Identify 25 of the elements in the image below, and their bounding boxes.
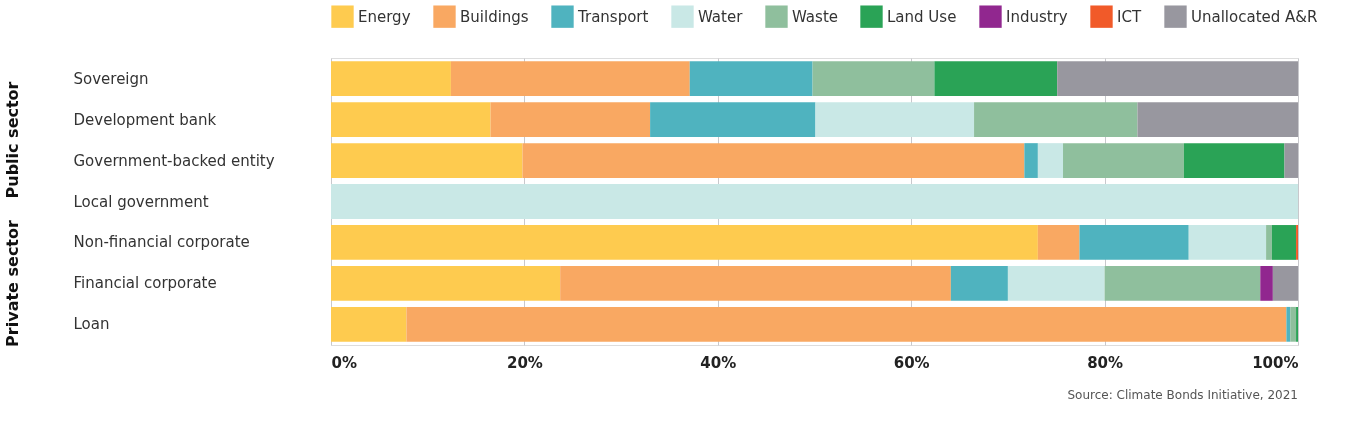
x-tick-label: 40% — [700, 353, 737, 372]
legend-label: Land Use — [887, 7, 957, 26]
legend-label: Transport — [577, 7, 649, 26]
legend-label: Energy — [358, 7, 411, 26]
x-tick-label: 20% — [506, 353, 543, 372]
y-tick-label: Non-financial corporate — [73, 233, 250, 252]
y-tick-label: Local government — [73, 192, 209, 211]
legend-label: Industry — [1006, 7, 1068, 26]
y-tick-label: Sovereign — [73, 69, 149, 88]
source-note: Source: Climate Bonds Initiative, 2021 — [1067, 388, 1298, 402]
text: Public sector — [3, 81, 22, 199]
text: Private sector — [3, 220, 22, 347]
x-tick-label: 80% — [1087, 353, 1124, 372]
legend-label: Buildings — [460, 7, 529, 26]
x-tick-label: 100% — [1252, 353, 1299, 372]
legend-label: ICT — [1117, 7, 1142, 26]
legend-label: Water — [698, 7, 744, 26]
legend-label: Waste — [792, 7, 838, 26]
x-tick-label: 0% — [331, 353, 357, 372]
y-tick-label: Loan — [73, 315, 110, 334]
y-tick-label: Government-backed entity — [73, 151, 275, 170]
y-tick-label: Financial corporate — [73, 274, 217, 293]
x-tick-label: 60% — [893, 353, 930, 372]
legend-label: Unallocated A&R — [1191, 7, 1318, 26]
y-tick-label: Development bank — [73, 110, 217, 129]
